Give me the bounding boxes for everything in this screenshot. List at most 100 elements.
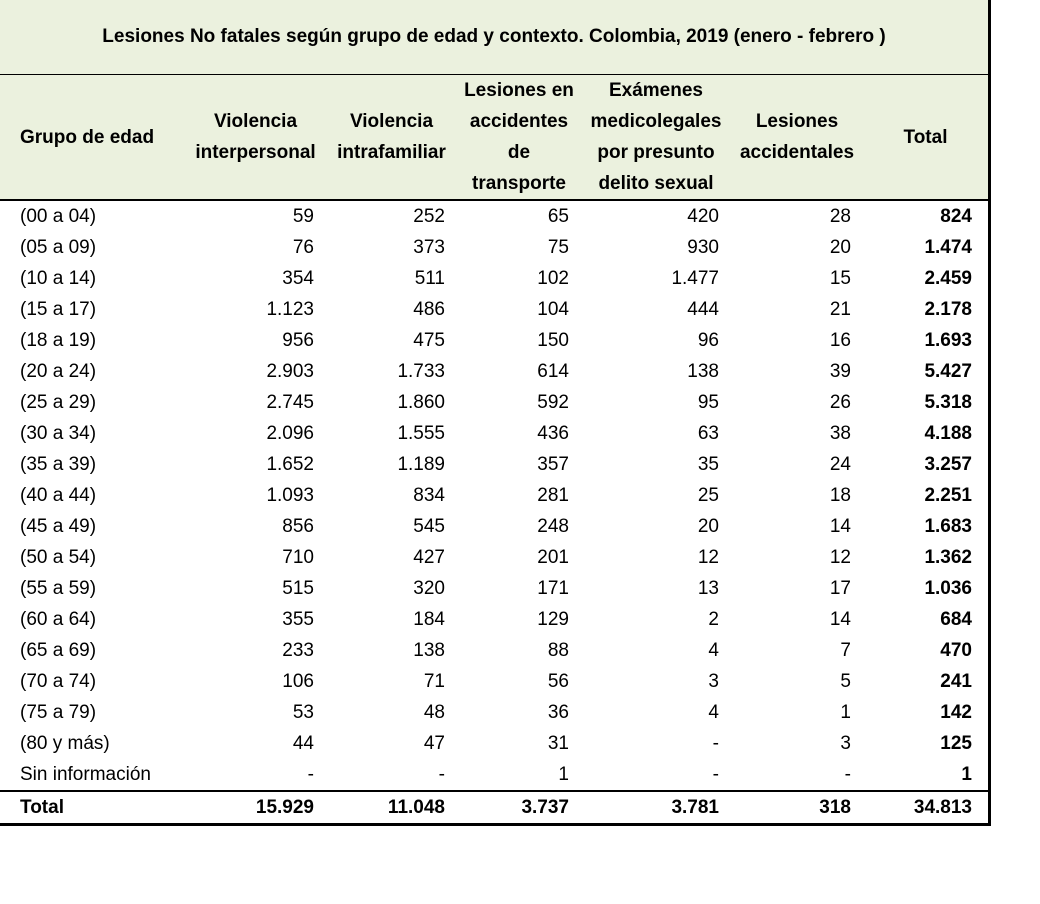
column-header-6: Total: [863, 75, 988, 201]
table-row: (80 y más) 44 47 31 - 3 125: [0, 728, 988, 759]
column-header-line: Lesiones: [755, 111, 839, 132]
row-total-cell: 2.459: [924, 267, 972, 289]
age-group-cell: (60 a 64): [20, 608, 97, 630]
value-cell: 3: [708, 670, 719, 692]
value-cell: 5: [840, 670, 851, 692]
value-cell: 420: [687, 205, 719, 227]
age-group-cell: (18 a 19): [20, 329, 97, 351]
total-label-cell: Total: [0, 790, 185, 823]
value-cell: 4: [708, 701, 719, 723]
table-frame: Lesiones No fatales según grupo de edad …: [0, 0, 991, 826]
value-cell: 102: [537, 267, 569, 289]
value-cell: 1: [840, 701, 851, 723]
value-cell: 233: [282, 639, 314, 661]
table-row: (15 a 17) 1.123 486 104 444 21 2.178: [0, 294, 988, 325]
value-cell: 1.860: [397, 391, 445, 413]
row-total-cell: 4.188: [924, 422, 972, 444]
column-header-line: Total: [903, 126, 948, 148]
value-cell: 96: [697, 329, 719, 351]
value-cell: 76: [292, 236, 314, 258]
column-header-line: interpersonal: [195, 142, 316, 163]
row-total-cell: 125: [940, 732, 972, 754]
value-cell: 248: [537, 515, 569, 537]
table-body: (00 a 04) 59 252 65 420 28 824 (05 a 09) 76 373 75…: [0, 200, 988, 791]
value-cell: 201: [537, 546, 569, 568]
table-row: (70 a 74) 106 71 56 3 5 241: [0, 666, 988, 697]
row-total-cell: 1.474: [924, 236, 972, 258]
value-cell: 138: [413, 639, 445, 661]
age-group-cell: (25 a 29): [20, 391, 97, 413]
value-cell: 856: [282, 515, 314, 537]
column-header-line: Violencia: [349, 111, 434, 132]
value-cell: 38: [829, 422, 851, 444]
age-group-cell: (20 a 24): [20, 360, 97, 382]
table-row: (18 a 19) 956 475 150 96 16 1.693: [0, 325, 988, 356]
value-cell: 373: [413, 236, 445, 258]
value-cell: 24: [829, 453, 851, 475]
value-cell: 95: [697, 391, 719, 413]
value-cell: -: [712, 732, 719, 754]
value-cell: 20: [697, 515, 719, 537]
value-cell: 545: [413, 515, 445, 537]
value-cell: 486: [413, 298, 445, 320]
row-total-cell: 1.683: [924, 515, 972, 537]
value-cell: 20: [829, 236, 851, 258]
value-cell: 65: [547, 205, 569, 227]
value-cell: 7: [840, 639, 851, 661]
value-cell: 320: [413, 577, 445, 599]
column-header-line: accidentales: [739, 142, 855, 163]
row-total-cell: 1.036: [924, 577, 972, 599]
value-cell: 1.093: [266, 484, 314, 506]
row-total-cell: 2.178: [924, 298, 972, 320]
value-cell: 17: [829, 577, 851, 599]
value-cell: 63: [697, 422, 719, 444]
value-cell: 427: [413, 546, 445, 568]
row-total-cell: 5.427: [924, 360, 972, 382]
value-cell: 12: [829, 546, 851, 568]
value-cell: 4: [708, 639, 719, 661]
value-cell: -: [307, 763, 314, 785]
table-row: Sin información - - 1 - - 1: [0, 759, 988, 791]
table-row: (25 a 29) 2.745 1.860 592 95 26 5.318: [0, 387, 988, 418]
row-total-cell: 3.257: [924, 453, 972, 475]
value-cell: 1: [558, 763, 569, 785]
value-cell: 31: [547, 732, 569, 754]
age-group-cell: (70 a 74): [20, 670, 97, 692]
age-group-cell: (30 a 34): [20, 422, 97, 444]
table-row: (45 a 49) 856 545 248 20 14 1.683: [0, 511, 988, 542]
value-cell: 47: [423, 732, 445, 754]
value-cell: 171: [537, 577, 569, 599]
value-cell: 184: [413, 608, 445, 630]
column-header-0: Grupo de edad: [0, 75, 185, 201]
age-group-cell: (10 a 14): [20, 267, 97, 289]
value-cell: 444: [687, 298, 719, 320]
table-row: (20 a 24) 2.903 1.733 614 138 39 5.427: [0, 356, 988, 387]
value-cell: 56: [547, 670, 569, 692]
value-cell: 2.096: [266, 422, 314, 444]
value-cell: 138: [687, 360, 719, 382]
column-header-4: Exámenes medicolegales por presunto delito …: [581, 75, 731, 201]
value-cell: 28: [829, 205, 851, 227]
table-row: (60 a 64) 355 184 129 2 14 684: [0, 604, 988, 635]
value-cell: 834: [413, 484, 445, 506]
column-header-5: Lesiones accidentales: [731, 75, 863, 201]
value-cell: 14: [829, 515, 851, 537]
value-cell: 614: [537, 360, 569, 382]
value-cell: 150: [537, 329, 569, 351]
column-header-2: Violencia intrafamiliar: [326, 75, 457, 201]
row-total-cell: 241: [940, 670, 972, 692]
table-row: (50 a 54) 710 427 201 12 12 1.362: [0, 542, 988, 573]
value-cell: 26: [829, 391, 851, 413]
table-row: (65 a 69) 233 138 88 4 7 470: [0, 635, 988, 666]
column-total-cell: 15.929: [185, 790, 326, 823]
table-row: (40 a 44) 1.093 834 281 25 18 2.251: [0, 480, 988, 511]
row-total-cell: 470: [940, 639, 972, 661]
age-group-cell: (05 a 09): [20, 236, 97, 258]
column-header-line: accidentes: [469, 111, 569, 132]
table-row: (35 a 39) 1.652 1.189 357 35 24 3.257: [0, 449, 988, 480]
value-cell: 16: [829, 329, 851, 351]
value-cell: 104: [537, 298, 569, 320]
value-cell: 355: [282, 608, 314, 630]
age-group-cell: (45 a 49): [20, 515, 97, 537]
table-title: Lesiones No fatales según grupo de edad …: [0, 0, 988, 75]
